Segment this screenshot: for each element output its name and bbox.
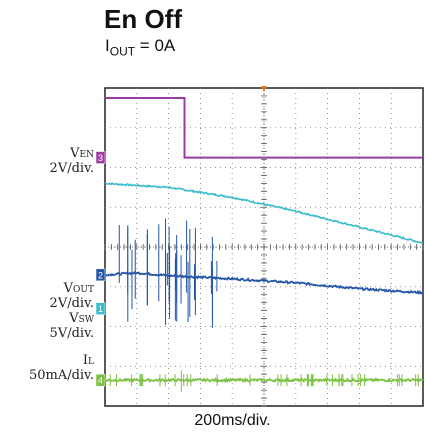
- vout-label: VOUT 2V/div.: [28, 282, 94, 311]
- subtitle-rest: = 0A: [135, 36, 176, 55]
- ven-sub: EN: [79, 150, 94, 160]
- channel-marker-text: 1: [98, 304, 103, 314]
- subtitle-main: I: [105, 36, 110, 55]
- vsw-label: VSW 5V/div.: [28, 312, 94, 341]
- ven-scale: 2V/div.: [49, 161, 94, 176]
- vsw-sub: SW: [78, 315, 94, 325]
- chart-subtitle: IOUT = 0A: [105, 36, 175, 58]
- il-sub: L: [88, 357, 94, 367]
- channel-marker: [95, 151, 106, 164]
- il-scale: 50mA/div.: [28, 368, 94, 383]
- channel-marker-text: 2: [98, 270, 103, 280]
- ven-label: VEN 2V/div.: [30, 147, 94, 176]
- x-axis-label: 200ms/div.: [194, 412, 271, 429]
- series-vout-line: [104, 270, 424, 295]
- vout-scale: 2V/div.: [49, 296, 94, 311]
- series-vsw-line: [105, 182, 424, 245]
- trigger-marker: [261, 86, 267, 92]
- channel-marker: [95, 302, 106, 315]
- subtitle-sub: OUT: [109, 44, 136, 59]
- series-il-line: [104, 377, 424, 384]
- channel-marker: [95, 268, 106, 282]
- channel-marker-text: 3: [98, 153, 103, 163]
- channel-marker: [95, 373, 106, 387]
- vsw-scale: 5V/div.: [49, 326, 94, 341]
- vout-sub: OUT: [73, 285, 94, 295]
- il-name: I: [82, 353, 89, 368]
- vout-name: V: [63, 281, 74, 296]
- channel-marker-text: 4: [98, 376, 103, 386]
- il-label: IL 50mA/div.: [4, 354, 94, 383]
- ven-name: V: [70, 146, 80, 161]
- series-ven-line: [105, 96, 423, 159]
- chart-title: En Off: [104, 4, 182, 34]
- vsw-name: V: [69, 311, 79, 326]
